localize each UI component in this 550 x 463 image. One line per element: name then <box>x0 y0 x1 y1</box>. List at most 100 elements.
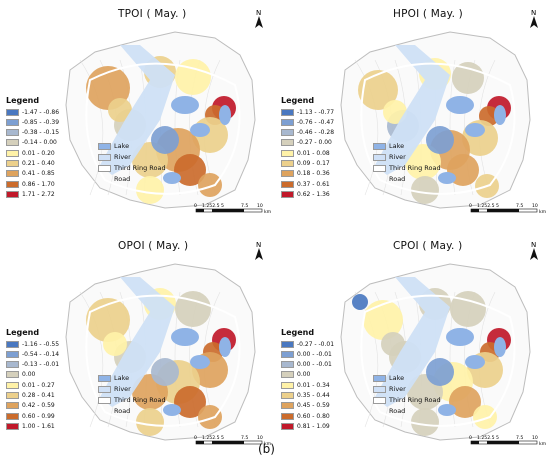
legend-label: Lake <box>389 142 405 150</box>
scale-tick-label: 7.5 <box>241 435 248 441</box>
legend-swatch <box>6 340 19 348</box>
north-label: N <box>531 241 536 249</box>
legend-swatch <box>6 118 19 126</box>
scale-tick-label: 7.5 <box>516 203 523 209</box>
map-title: CPOI ( May. ) <box>393 240 463 252</box>
cluster-cell <box>450 291 486 327</box>
legend-label: 0.86 - 1.70 <box>22 180 55 188</box>
legend-label: Third Ring Road <box>389 396 441 404</box>
legend-label: 0.42 - 0.59 <box>22 402 55 410</box>
legend-item: 0.45 - 0.59 <box>281 402 330 410</box>
cluster-cell <box>136 176 164 204</box>
legend-label: -0.76 - -0.47 <box>297 118 335 126</box>
legend-label: -0.27 - -0.01 <box>297 340 335 348</box>
legend-item: 0.41 - 0.85 <box>6 170 55 178</box>
legend-label: Lake <box>114 374 130 382</box>
cluster-cell <box>174 386 206 418</box>
legend-swatch <box>281 160 294 167</box>
legend-label: 0.09 - 0.17 <box>297 160 330 167</box>
river-shape <box>375 45 450 175</box>
north-arrow-icon: N <box>255 9 263 28</box>
scale-tick-label: 10 <box>532 435 538 441</box>
legend-swatch <box>6 422 19 430</box>
legend-swatch <box>6 371 19 379</box>
legend-title: Legend <box>6 328 40 337</box>
scale-tick-label: 5 <box>221 203 224 209</box>
legend-label: 0.00 - -0.01 <box>297 350 332 358</box>
legend-label: -1.13 - -0.77 <box>297 108 335 116</box>
lake-shape <box>163 404 181 416</box>
scale-tick-label: 5 <box>221 435 224 441</box>
lake-shape <box>438 404 456 416</box>
legend-swatch <box>281 381 294 389</box>
north-arrow-icon: N <box>255 241 263 260</box>
scale-tick-label: 1.252.5 <box>477 203 495 209</box>
cluster-cell <box>103 332 127 356</box>
legend-label: 1.71 - 2.72 <box>22 190 55 198</box>
legend-item: 0.60 - 0.80 <box>281 412 330 420</box>
scale-tick-label: 7.5 <box>516 435 523 441</box>
map-panel-tpoi: TPOI ( May. ) N Legend -1.47 - -0.86 -0.85 -… <box>0 0 275 222</box>
legend-item: 0.18 - 0.36 <box>281 170 330 178</box>
third-ring-road <box>360 294 516 427</box>
legend-label: Road <box>389 175 406 183</box>
legend-swatch <box>98 408 111 415</box>
lake-shape <box>494 337 506 357</box>
legend-label: -1.47 - -0.86 <box>22 108 60 116</box>
scale-unit: km <box>264 441 272 447</box>
legend-swatch <box>6 361 19 369</box>
legend-swatch <box>281 412 294 420</box>
cluster-cell <box>198 173 222 197</box>
legend-label: 0.60 - 0.99 <box>22 412 55 420</box>
scale-tick-label: 0 <box>194 203 197 209</box>
lake-shape <box>190 123 210 137</box>
lake-shape <box>446 96 474 114</box>
road-line <box>79 291 104 428</box>
legend-swatch <box>6 108 19 116</box>
legend-item: -1.47 - -0.86 <box>6 108 59 116</box>
legend-item: -0.13 - -0.01 <box>6 361 59 369</box>
legend-lake: Lake <box>373 142 404 150</box>
cluster-cell <box>108 98 132 122</box>
cluster-cell <box>151 126 179 154</box>
legend-river: River <box>98 385 131 393</box>
legend-label: 0.37 - 0.61 <box>297 180 330 188</box>
legend-label: -0.38 - -0.15 <box>22 129 60 137</box>
cluster-cell <box>411 408 439 436</box>
legend-item: 0.81 - 1.09 <box>281 422 330 430</box>
legend-swatch <box>6 160 19 167</box>
lake-shape <box>465 123 485 137</box>
legend-swatch <box>281 108 294 116</box>
legend-item: 0.86 - 1.70 <box>6 180 55 188</box>
legend-label: 0.35 - 0.44 <box>297 392 330 399</box>
legend-swatch <box>281 422 294 430</box>
legend-item: -0.85 - -0.39 <box>6 118 59 126</box>
legend-swatch <box>281 139 294 147</box>
choropleth-map <box>65 263 256 441</box>
lake-shape <box>171 96 199 114</box>
legend-label: -0.54 - -0.14 <box>22 350 60 358</box>
lake-shape <box>494 105 506 125</box>
legend-label: 0.45 - 0.59 <box>297 402 330 410</box>
legend-item: -0.46 - -0.28 <box>281 129 334 137</box>
legend-label: Third Ring Road <box>389 164 441 172</box>
north-label: N <box>531 9 536 17</box>
legend-item: 0.09 - 0.17 <box>281 160 330 168</box>
legend-item: -0.14 - 0.00 <box>6 139 57 147</box>
cluster-cell <box>363 300 403 340</box>
legend-lake: Lake <box>373 374 404 382</box>
legend-item: 0.01 - 0.27 <box>6 381 55 389</box>
map-title: HPOI ( May. ) <box>393 8 463 20</box>
legend-swatch <box>6 149 19 157</box>
legend-swatch <box>6 392 19 399</box>
legend-item: 0.01 - 0.08 <box>281 149 330 157</box>
lake-shape <box>465 355 485 369</box>
river-shape <box>375 277 450 407</box>
legend-swatch <box>281 361 294 369</box>
legend-swatch <box>6 381 19 389</box>
legend-label: 0.00 - -0.01 <box>297 361 332 369</box>
legend-label: 0.00 <box>22 371 36 379</box>
